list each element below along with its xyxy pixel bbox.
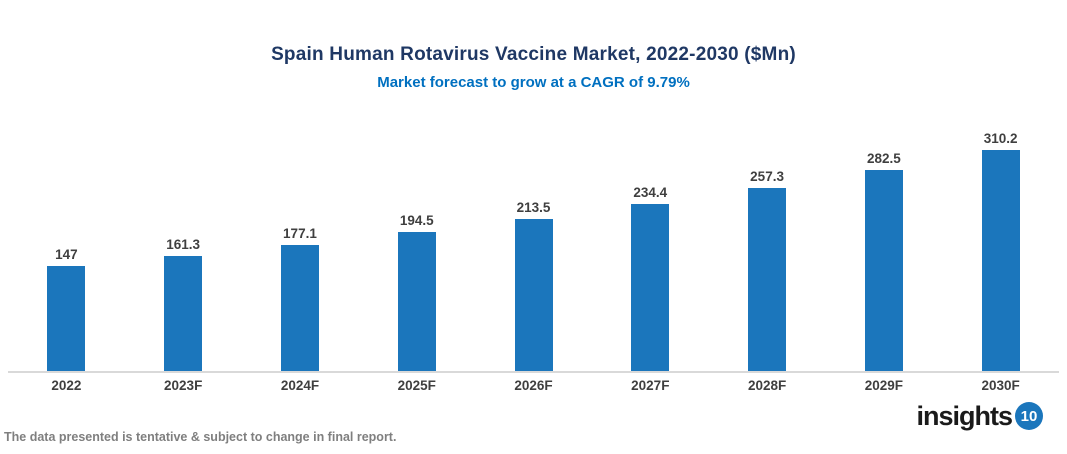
x-axis-label: 2023F [164, 378, 203, 393]
x-axis-labels: 2022 2023F 2024F 2025F 2026F 2027F 2028F 2029F 2… [8, 378, 1059, 393]
x-axis-label: 2024F [280, 378, 320, 393]
bar-value-label: 177.1 [283, 226, 317, 241]
x-axis-label: 2022 [51, 378, 82, 393]
bar-value-label: 282.5 [866, 151, 901, 166]
bar-value-label: 234.4 [633, 185, 668, 200]
bar-group: 234.4 [592, 185, 709, 371]
x-axis-label: 2027F [631, 378, 670, 393]
insights10-logo: insights 10 [916, 402, 1043, 430]
footer-disclaimer: The data presented is tentative & subjec… [4, 430, 397, 444]
bar-value-label: 194.5 [399, 213, 434, 228]
chart-subtitle: Market forecast to grow at a CAGR of 9.7… [377, 74, 690, 91]
bar [514, 219, 553, 371]
bar [864, 170, 903, 371]
bar-value-label: 310.2 [983, 131, 1018, 146]
bar [631, 204, 670, 371]
bar [280, 245, 319, 371]
chart-title: Spain Human Rotavirus Vaccine Market, 20… [271, 44, 796, 65]
bar [164, 256, 203, 371]
bar-group: 177.1 [242, 226, 359, 371]
x-axis-label: 2025F [397, 378, 436, 393]
logo-badge-10: 10 [1015, 402, 1043, 430]
bar-value-label: 147 [55, 247, 78, 262]
bar-value-label: 161.3 [166, 237, 201, 252]
bar [397, 232, 436, 371]
bar [47, 266, 86, 371]
bar-group: 213.5 [475, 200, 592, 371]
bar-group: 257.3 [709, 169, 826, 371]
bar-group: 310.2 [942, 131, 1059, 371]
logo-text: insights [916, 400, 1013, 431]
bar [748, 188, 787, 371]
bar-group: 147 [8, 247, 125, 371]
bar-group: 194.5 [358, 213, 475, 371]
x-axis-label: 2030F [981, 378, 1020, 393]
bar [981, 150, 1020, 371]
x-axis-label: 2029F [864, 378, 903, 393]
plot-area: 147 161.3 177.1 194.5 213.5 234.4 257.3 282.5 31… [8, 105, 1059, 373]
x-axis-label: 2028F [747, 378, 787, 393]
bar-group: 161.3 [125, 237, 242, 371]
bar-value-label: 257.3 [750, 169, 784, 184]
bar-value-label: 213.5 [516, 200, 551, 215]
bar-group: 282.5 [825, 151, 942, 371]
x-axis-label: 2026F [514, 378, 553, 393]
